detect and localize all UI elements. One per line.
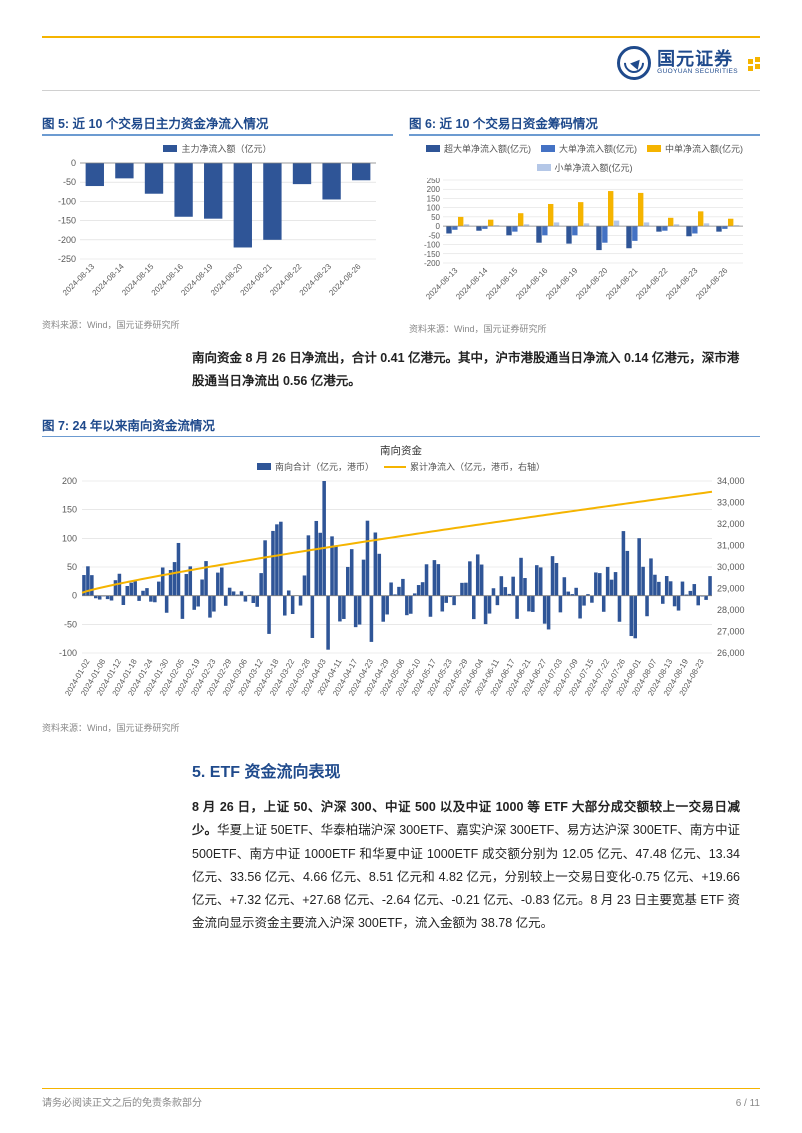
legend-label: 小单净流入额(亿元) — [555, 161, 633, 174]
fig-underline — [42, 436, 760, 438]
swatch-icon — [541, 145, 555, 152]
brand-logo: 国元证券 GUOYUAN SECURITIES — [617, 46, 760, 80]
swatch-line-icon — [384, 466, 406, 468]
fig6-source: 资料来源：Wind，国元证券研究所 — [409, 322, 760, 335]
logo-icon — [617, 46, 651, 80]
fig6-svg: -200-150-100-500501001502002502024-08-13… — [409, 178, 749, 318]
fig7-source: 资料来源：Wind，国元证券研究所 — [42, 721, 760, 734]
legend-label: 累计净流入（亿元，港币，右轴） — [410, 460, 545, 473]
legend-item: 累计净流入（亿元，港币，右轴） — [384, 460, 545, 473]
fig-underline — [42, 134, 393, 136]
legend-label: 主力净流入额（亿元） — [181, 142, 271, 155]
svg-text:-50: -50 — [63, 177, 76, 187]
header: 国元证券 GUOYUAN SECURITIES — [42, 46, 760, 91]
para1-text: 南向资金 8 月 26 日净流出，合计 0.41 亿港元。其中，沪市港股通当日净… — [192, 351, 739, 388]
page-number: 6 / 11 — [736, 1098, 760, 1109]
svg-text:150: 150 — [427, 194, 441, 203]
paragraph-1: 南向资金 8 月 26 日净流出，合计 0.41 亿港元。其中，沪市港股通当日净… — [42, 347, 760, 393]
fig6-title: 图 6: 近 10 个交易日资金筹码情况 — [409, 113, 760, 132]
fig5-fig6-row: 图 5: 近 10 个交易日主力资金净流入情况 主力净流入额（亿元） -250 -… — [42, 91, 760, 335]
svg-text:50: 50 — [431, 212, 440, 221]
svg-text:31,000: 31,000 — [717, 541, 745, 551]
svg-text:100: 100 — [62, 534, 77, 544]
swatch-icon — [647, 145, 661, 152]
logo-text: 国元证券 GUOYUAN SECURITIES — [657, 50, 738, 76]
svg-text:100: 100 — [427, 203, 441, 212]
legend-label: 超大单净流入额(亿元) — [444, 142, 531, 155]
logo-cn: 国元证券 — [657, 50, 738, 69]
fig5-title: 图 5: 近 10 个交易日主力资金净流入情况 — [42, 113, 393, 132]
fig5-svg: -250-200-150-100-5002024-08-132024-08-14… — [42, 159, 382, 314]
svg-text:-100: -100 — [424, 240, 441, 249]
svg-text:-100: -100 — [58, 196, 76, 206]
fig7-chart-title: 南向资金 — [42, 443, 760, 458]
fig6-legend: 超大单净流入额(亿元) 大单净流入额(亿元) 中单净流入额(亿元) 小单净流入额(亿元… — [409, 142, 760, 174]
footer: 请务必阅读正文之后的免责条款部分 6 / 11 — [42, 1090, 760, 1109]
svg-text:200: 200 — [62, 477, 77, 486]
fig5-container: 图 5: 近 10 个交易日主力资金净流入情况 主力净流入额（亿元） -250 -… — [42, 91, 393, 335]
svg-text:27,000: 27,000 — [717, 627, 745, 637]
svg-text:2024-08-26: 2024-08-26 — [327, 261, 363, 297]
legend-label: 南向合计（亿元，港币） — [275, 460, 374, 473]
fig7-chart: 南向资金 南向合计（亿元，港币） 累计净流入（亿元，港币，右轴） -100 -50… — [42, 443, 760, 719]
legend-item: 南向合计（亿元，港币） — [257, 460, 374, 473]
svg-text:2024-08-26: 2024-08-26 — [694, 265, 730, 301]
legend-label: 中单净流入额(亿元) — [665, 142, 743, 155]
svg-text:-150: -150 — [58, 215, 76, 225]
legend-item: 小单净流入额(亿元) — [537, 161, 633, 174]
svg-text:200: 200 — [427, 185, 441, 194]
fig5-source: 资料来源：Wind，国元证券研究所 — [42, 318, 393, 331]
svg-text:0: 0 — [71, 159, 76, 168]
top-accent-line — [42, 36, 760, 38]
svg-text:0: 0 — [436, 222, 441, 231]
fig7-legend: 南向合计（亿元，港币） 累计净流入（亿元，港币，右轴） — [42, 460, 760, 473]
svg-text:-50: -50 — [64, 620, 77, 630]
svg-text:-200: -200 — [58, 234, 76, 244]
legend-item: 中单净流入额(亿元) — [647, 142, 743, 155]
svg-text:30,000: 30,000 — [717, 562, 745, 572]
legend-item: 大单净流入额(亿元) — [541, 142, 637, 155]
fig5-chart: 主力净流入额（亿元） -250-200-150-100-5002024-08-1… — [42, 142, 393, 316]
section-5-text: 8 月 26 日，上证 50、沪深 300、中证 500 以及中证 1000 等… — [192, 800, 740, 930]
legend-label: 大单净流入额(亿元) — [559, 142, 637, 155]
logo-squares-icon — [748, 57, 760, 69]
fig-underline — [409, 134, 760, 136]
fig5-legend: 主力净流入额（亿元） — [42, 142, 393, 155]
svg-text:250: 250 — [427, 178, 441, 185]
fig7-title: 图 7: 24 年以来南向资金流情况 — [42, 415, 760, 434]
svg-text:-150: -150 — [424, 249, 441, 258]
fig6-container: 图 6: 近 10 个交易日资金筹码情况 超大单净流入额(亿元) 大单净流入额(亿… — [409, 91, 760, 335]
svg-text:28,000: 28,000 — [717, 605, 745, 615]
svg-text:0: 0 — [72, 591, 77, 601]
logo-en: GUOYUAN SECURITIES — [657, 69, 738, 76]
fig6-chart: 超大单净流入额(亿元) 大单净流入额(亿元) 中单净流入额(亿元) 小单净流入额(亿元… — [409, 142, 760, 320]
svg-text:32,000: 32,000 — [717, 519, 745, 529]
svg-text:29,000: 29,000 — [717, 584, 745, 594]
fig7-svg: -100 -50 0 50 100 150 200 26,000 27,000 28,000 29,… — [42, 477, 760, 717]
svg-text:150: 150 — [62, 505, 77, 515]
legend-item: 主力净流入额（亿元） — [163, 142, 271, 155]
svg-text:50: 50 — [67, 562, 77, 572]
swatch-icon — [163, 145, 177, 152]
swatch-icon — [537, 164, 551, 171]
swatch-icon — [257, 463, 271, 470]
swatch-icon — [426, 145, 440, 152]
footer-line — [42, 1088, 760, 1090]
svg-text:-200: -200 — [424, 259, 441, 268]
svg-text:34,000: 34,000 — [717, 477, 745, 486]
svg-text:33,000: 33,000 — [717, 498, 745, 508]
svg-text:26,000: 26,000 — [717, 648, 745, 658]
svg-text:-250: -250 — [58, 254, 76, 264]
footer-disclaimer: 请务必阅读正文之后的免责条款部分 — [42, 1094, 202, 1109]
svg-text:-50: -50 — [428, 231, 440, 240]
section-5-heading: 5. ETF 资金流向表现 — [42, 758, 760, 782]
section-5-body: 8 月 26 日，上证 50、沪深 300、中证 500 以及中证 1000 等… — [42, 796, 760, 935]
legend-item: 超大单净流入额(亿元) — [426, 142, 531, 155]
svg-text:-100: -100 — [59, 648, 77, 658]
